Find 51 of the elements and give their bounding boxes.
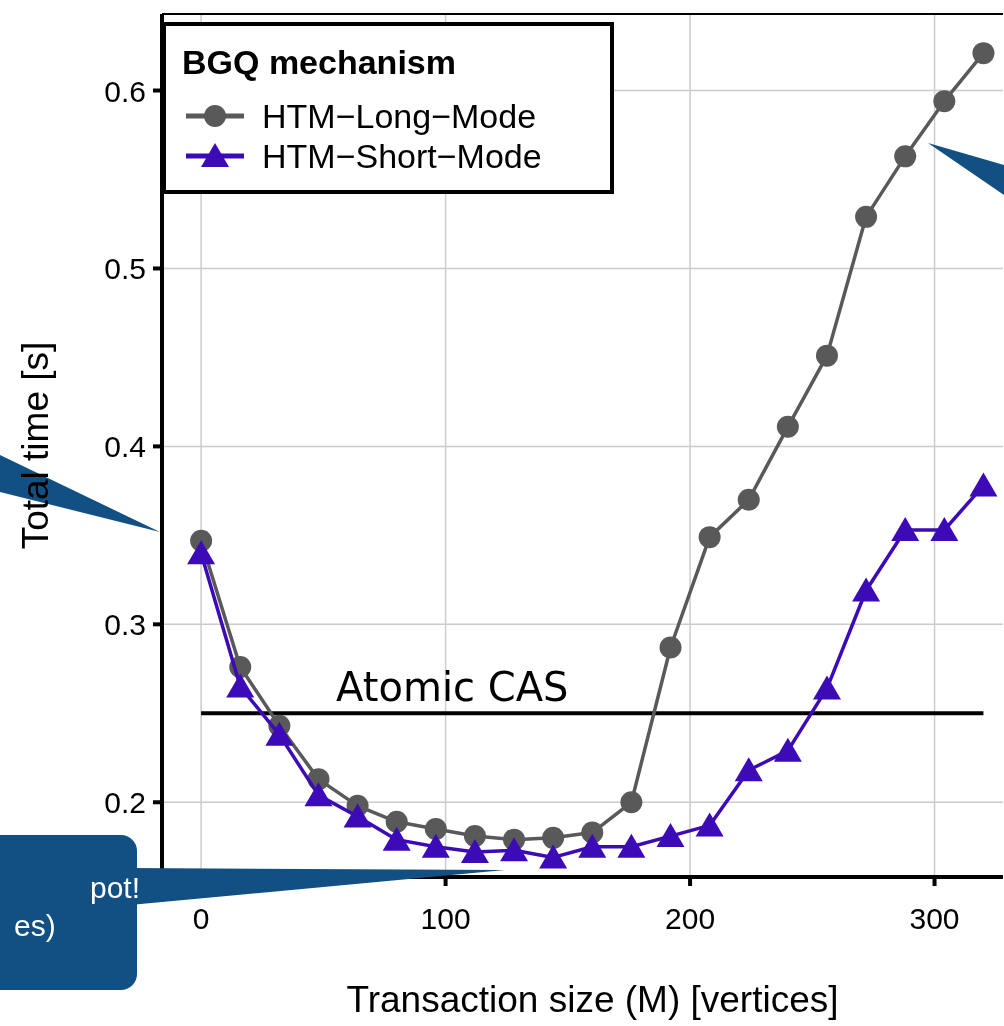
x-tick-label: 100 xyxy=(420,902,471,935)
y-tick-label: 0.6 xyxy=(104,74,146,108)
point xyxy=(737,488,760,511)
ref-line-label: Atomic CAS xyxy=(336,664,569,711)
point xyxy=(695,812,724,837)
point xyxy=(812,675,841,700)
point xyxy=(382,826,411,851)
point xyxy=(385,810,408,833)
x-tick-label: 300 xyxy=(909,902,960,935)
legend-label: HTM−Long−Mode xyxy=(262,97,537,135)
point xyxy=(930,517,959,542)
point xyxy=(852,577,881,602)
point xyxy=(539,844,568,869)
y-tick-label: 0.3 xyxy=(104,608,146,642)
legend-title: BGQ mechanism xyxy=(182,43,456,81)
point xyxy=(500,837,529,862)
y-tick-label: 0.5 xyxy=(104,252,146,286)
point xyxy=(776,415,799,438)
point xyxy=(969,472,998,497)
point xyxy=(855,205,878,228)
point xyxy=(343,803,372,828)
point xyxy=(187,540,216,565)
point xyxy=(620,791,643,814)
y-axis-title: Total time [s] xyxy=(15,341,56,550)
point xyxy=(265,721,294,746)
point xyxy=(734,757,763,782)
y-tick-label: 0.4 xyxy=(104,430,146,464)
point xyxy=(933,90,956,113)
point xyxy=(891,517,920,542)
point xyxy=(659,636,682,659)
point xyxy=(972,42,995,65)
point xyxy=(424,817,447,840)
point xyxy=(421,833,450,858)
point xyxy=(460,839,489,864)
legend-label: HTM−Short−Mode xyxy=(262,137,542,175)
x-tick-label: 0 xyxy=(192,902,210,935)
x-axis-title: Transaction size (M) [vertices] xyxy=(346,979,839,1020)
point xyxy=(578,833,607,858)
x-tick-label: 200 xyxy=(665,902,716,935)
point xyxy=(894,145,917,168)
point xyxy=(815,344,838,367)
point xyxy=(226,673,255,698)
point xyxy=(617,833,646,858)
point xyxy=(698,526,721,549)
point xyxy=(542,826,565,849)
text: pot! es) xyxy=(14,871,141,942)
y-tick-label: 0.2 xyxy=(104,786,146,820)
point xyxy=(463,825,486,848)
point xyxy=(304,782,333,807)
point xyxy=(773,737,802,762)
point xyxy=(656,823,685,848)
